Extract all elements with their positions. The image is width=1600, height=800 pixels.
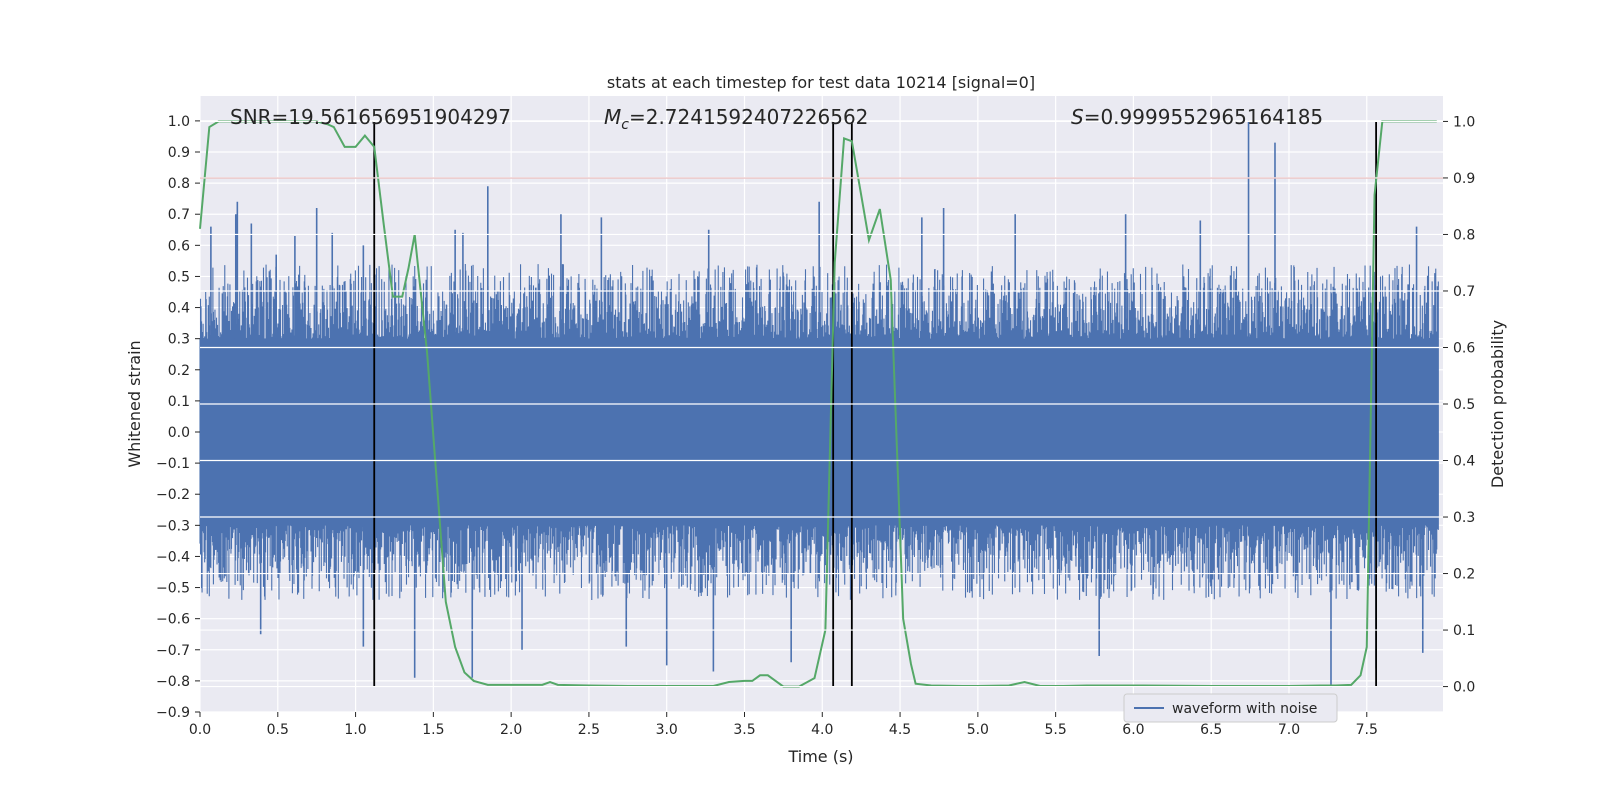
x-tick-label: 4.0 <box>811 722 833 738</box>
y2-gridlines <box>200 120 1443 688</box>
y-tick-label: 0.9 <box>168 145 190 161</box>
y-tick-label: 0.4 <box>168 301 190 317</box>
y2-tick-label: 0.9 <box>1453 171 1475 187</box>
y2-tick-label: 0.1 <box>1453 623 1475 639</box>
x-tick-label: 7.0 <box>1278 722 1300 738</box>
y2-tick-label: 0.6 <box>1453 340 1475 356</box>
chart-title: stats at each timestep for test data 102… <box>607 73 1035 92</box>
y2-tick-labels: 0.0 0.1 0.2 0.3 0.4 0.5 0.6 0.7 0.8 0.9 1.0 <box>1443 114 1475 696</box>
y-tick-label: −0.2 <box>156 487 190 503</box>
mc-subscript: c <box>621 117 629 133</box>
x-tick-label: 5.5 <box>1044 722 1066 738</box>
y-tick-label: 0.5 <box>168 269 190 285</box>
legend: waveform with noise <box>1123 693 1338 723</box>
y-tick-label: 0.1 <box>168 394 190 410</box>
x-tick-labels: 0.0 0.5 1.0 1.5 2.0 2.5 3.0 3.5 4.0 4.5 5.0 5.5 6.0 6… <box>189 712 1378 738</box>
legend-label: waveform with noise <box>1172 701 1317 717</box>
y2-tick-label: 0.7 <box>1453 284 1475 300</box>
x-axis-label: Time (s) <box>787 747 853 766</box>
y2-tick-label: 0.0 <box>1453 680 1475 696</box>
y-tick-label: −0.6 <box>156 612 190 628</box>
y2-tick-label: 1.0 <box>1453 114 1475 130</box>
y2-axis-label: Detection probability <box>1488 320 1507 488</box>
mc-symbol: M <box>604 105 621 129</box>
snr-annotation: SNR=19.561656951904297 <box>230 105 511 129</box>
y-tick-label: −0.5 <box>156 581 190 597</box>
probability-line <box>199 120 1437 688</box>
x-tick-label: 7.5 <box>1356 722 1378 738</box>
y-tick-label: 0.7 <box>168 207 190 223</box>
x-tick-label: 1.5 <box>422 722 444 738</box>
x-tick-label: 3.5 <box>733 722 755 738</box>
s-value: =0.9999552965164185 <box>1084 105 1323 129</box>
x-tick-label: 0.0 <box>189 722 211 738</box>
y-tick-label: −0.9 <box>156 705 190 721</box>
legend-box <box>1123 693 1338 723</box>
s-symbol: S <box>1071 105 1084 129</box>
x-tick-label: 2.5 <box>578 722 600 738</box>
mc-annotation: Mc=2.7241592407226562 <box>604 105 868 133</box>
x-tick-label: 2.0 <box>500 722 522 738</box>
y2-tick-label: 0.5 <box>1453 397 1475 413</box>
waveform-series <box>199 120 1439 688</box>
y-tick-label: 0.0 <box>168 425 190 441</box>
y-tick-label: −0.1 <box>156 456 190 472</box>
mc-value: =2.7241592407226562 <box>629 105 868 129</box>
x-tick-label: 0.5 <box>267 722 289 738</box>
y-tick-label: −0.4 <box>156 549 190 565</box>
y-tick-label: −0.8 <box>156 674 190 690</box>
y-tick-label: −0.7 <box>156 643 190 659</box>
y-tick-label: 0.6 <box>168 238 190 254</box>
y-tick-label: 0.8 <box>168 176 190 192</box>
x-tick-label: 6.5 <box>1200 722 1222 738</box>
y-tick-label: 0.2 <box>168 363 190 379</box>
y2-tick-label: 0.4 <box>1453 454 1475 470</box>
x-tick-label: 5.0 <box>967 722 989 738</box>
y-tick-label: 0.3 <box>168 332 190 348</box>
y2-tick-label: 0.2 <box>1453 567 1475 583</box>
y-tick-labels: −0.9 −0.8 −0.7 −0.6 −0.5 −0.4 −0.3 −0.2 −0.1 0.0 0… <box>156 114 200 721</box>
y-tick-label: 1.0 <box>168 114 190 130</box>
y2-tick-label: 0.3 <box>1453 510 1475 526</box>
x-tick-label: 6.0 <box>1122 722 1144 738</box>
x-tick-label: 4.5 <box>889 722 911 738</box>
probability-series <box>199 120 1437 688</box>
x-tick-label: 1.0 <box>344 722 366 738</box>
y-tick-label: −0.3 <box>156 518 190 534</box>
y2-tick-label: 0.8 <box>1453 227 1475 243</box>
y-axis-label: Whitened strain <box>125 340 144 467</box>
s-annotation: S=0.9999552965164185 <box>1071 105 1323 129</box>
x-tick-label: 3.0 <box>656 722 678 738</box>
